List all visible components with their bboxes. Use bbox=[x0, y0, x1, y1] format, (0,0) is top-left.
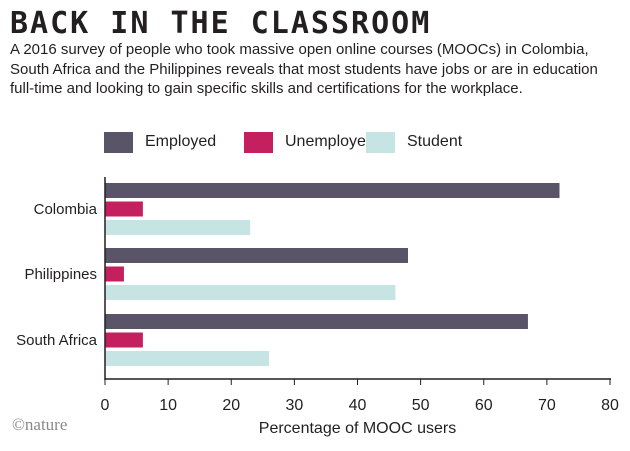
legend-swatch-student bbox=[366, 131, 395, 153]
bar-colombia-employed bbox=[105, 183, 560, 198]
legend-item-unemployed: Unemployed bbox=[244, 130, 375, 154]
legend-swatch-unemployed bbox=[244, 131, 273, 153]
x-tick-label-40: 40 bbox=[349, 397, 367, 414]
chart-title: BACK IN THE CLASSROOM bbox=[10, 6, 432, 41]
x-tick-label-20: 20 bbox=[222, 397, 240, 414]
x-tick-label-60: 60 bbox=[475, 397, 493, 414]
chart-subtitle: A 2016 survey of people who took massive… bbox=[10, 41, 598, 97]
bar-colombia-student bbox=[105, 220, 251, 235]
category-label-colombia: Colombia bbox=[34, 201, 98, 218]
category-label-philippines: Philippines bbox=[24, 266, 97, 283]
x-tick-label-80: 80 bbox=[601, 397, 619, 414]
x-tick-label-50: 50 bbox=[412, 397, 430, 414]
x-tick-label-30: 30 bbox=[285, 397, 303, 414]
bar-philippines-unemployed bbox=[105, 266, 124, 282]
category-label-south-africa: South Africa bbox=[16, 332, 98, 349]
bar-south-africa-student bbox=[105, 351, 270, 366]
bar-south-africa-unemployed bbox=[105, 332, 143, 348]
bar-south-africa-employed bbox=[105, 314, 528, 329]
legend-item-employed: Employed bbox=[104, 130, 216, 154]
x-tick-label-10: 10 bbox=[159, 397, 177, 414]
legend-item-student: Student bbox=[366, 130, 462, 154]
legend-swatch-employed bbox=[104, 131, 133, 153]
bar-philippines-student bbox=[105, 285, 396, 300]
legend-label-employed: Employed bbox=[145, 133, 217, 150]
x-tick-label-70: 70 bbox=[538, 397, 556, 414]
bar-colombia-unemployed bbox=[105, 201, 143, 217]
nature-logo: ©nature bbox=[12, 415, 68, 434]
x-axis-title: Percentage of MOOC users bbox=[259, 420, 456, 437]
legend-label-unemployed: Unemployed bbox=[285, 133, 375, 150]
bar-philippines-employed bbox=[105, 248, 408, 263]
legend-label-student: Student bbox=[407, 133, 463, 150]
x-tick-label-0: 0 bbox=[101, 397, 110, 414]
